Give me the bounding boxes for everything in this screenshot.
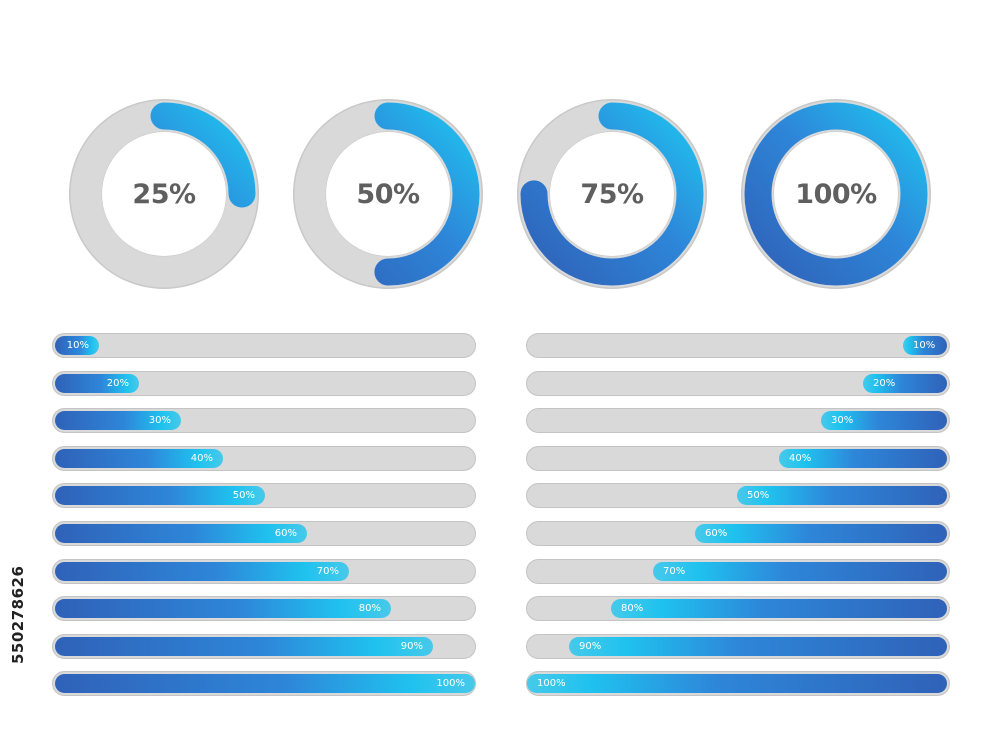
progress-ring-3: 75%	[516, 98, 708, 290]
left-progress-bar: 50%	[52, 483, 476, 509]
left-progress-bar: 10%	[52, 333, 476, 358]
right-progress-bar: 50%	[526, 483, 950, 509]
left-progress-bar: 90%	[52, 633, 476, 659]
left-progress-bar: 80%	[52, 596, 476, 622]
progress-percent-label: 10%	[913, 340, 936, 351]
progress-fill: 30%	[55, 411, 181, 431]
right-progress-bar: 30%	[526, 408, 950, 434]
ring-progress-arc	[72, 102, 256, 286]
progress-percent-label: 80%	[621, 603, 644, 615]
progress-ring-1: 25%	[68, 98, 260, 290]
progress-fill: 40%	[779, 448, 947, 468]
ring-progress-arc	[744, 102, 928, 286]
progress-fill: 90%	[55, 636, 433, 656]
progress-ring-4: 100%	[740, 98, 932, 290]
progress-fill: 80%	[55, 599, 391, 619]
ring-percent-label: 100%	[795, 178, 877, 210]
progress-fill: 100%	[527, 674, 947, 694]
progress-percent-label: 20%	[873, 377, 896, 389]
left-progress-bar: 40%	[52, 445, 476, 471]
progress-percent-label: 50%	[232, 490, 255, 502]
progress-percent-label: 40%	[190, 452, 213, 464]
ring-percent-label: 75%	[580, 178, 644, 210]
progress-fill: 60%	[55, 524, 307, 543]
right-progress-bar: 100%	[526, 671, 950, 697]
progress-percent-label: 100%	[436, 678, 465, 690]
left-progress-bar: 30%	[52, 408, 476, 434]
progress-percent-label: 70%	[663, 565, 686, 577]
progress-percent-label: 60%	[274, 528, 297, 539]
progress-percent-label: 90%	[579, 640, 602, 652]
ring-progress-arc	[520, 102, 704, 286]
progress-fill: 70%	[55, 561, 349, 581]
progress-fill: 20%	[55, 373, 139, 393]
left-progress-bar: 60%	[52, 521, 476, 546]
progress-percent-label: 90%	[400, 640, 423, 652]
right-progress-bar: 70%	[526, 558, 950, 584]
progress-fill: 70%	[653, 561, 947, 581]
ring-percent-label: 50%	[356, 178, 420, 210]
progress-fill: 80%	[611, 599, 947, 619]
progress-percent-label: 70%	[316, 565, 339, 577]
progress-percent-label: 10%	[66, 340, 89, 351]
right-progress-bar: 40%	[526, 445, 950, 471]
progress-percent-label: 30%	[148, 415, 171, 427]
progress-percent-label: 60%	[705, 528, 728, 539]
right-progress-bar: 60%	[526, 521, 950, 546]
progress-fill: 30%	[821, 411, 947, 431]
left-progress-bar: 20%	[52, 370, 476, 396]
progress-fill: 60%	[695, 524, 947, 543]
progress-fill: 40%	[55, 448, 223, 468]
right-progress-bar: 20%	[526, 370, 950, 396]
progress-percent-label: 40%	[789, 452, 812, 464]
right-progress-bar: 80%	[526, 596, 950, 622]
ring-center	[326, 132, 450, 256]
right-progress-bar: 90%	[526, 633, 950, 659]
progress-percent-label: 30%	[831, 415, 854, 427]
progress-fill: 90%	[569, 636, 947, 656]
ring-center	[550, 132, 674, 256]
progress-fill: 100%	[55, 674, 475, 694]
ring-progress-arc	[296, 102, 480, 286]
progress-percent-label: 80%	[358, 603, 381, 615]
progress-ring-2: 50%	[292, 98, 484, 290]
left-progress-bar: 70%	[52, 558, 476, 584]
progress-percent-label: 100%	[537, 678, 566, 690]
stock-id-watermark: 550278626	[9, 565, 27, 665]
progress-fill: 50%	[55, 486, 265, 506]
progress-fill: 10%	[903, 336, 947, 355]
progress-fill: 20%	[863, 373, 947, 393]
ring-center	[774, 132, 898, 256]
left-progress-bar: 100%	[52, 671, 476, 697]
progress-fill: 10%	[55, 336, 99, 355]
right-progress-bar: 10%	[526, 333, 950, 358]
progress-percent-label: 50%	[747, 490, 770, 502]
progress-fill: 50%	[737, 486, 947, 506]
ring-percent-label: 25%	[132, 178, 196, 210]
ring-center	[102, 132, 226, 256]
progress-percent-label: 20%	[106, 377, 129, 389]
